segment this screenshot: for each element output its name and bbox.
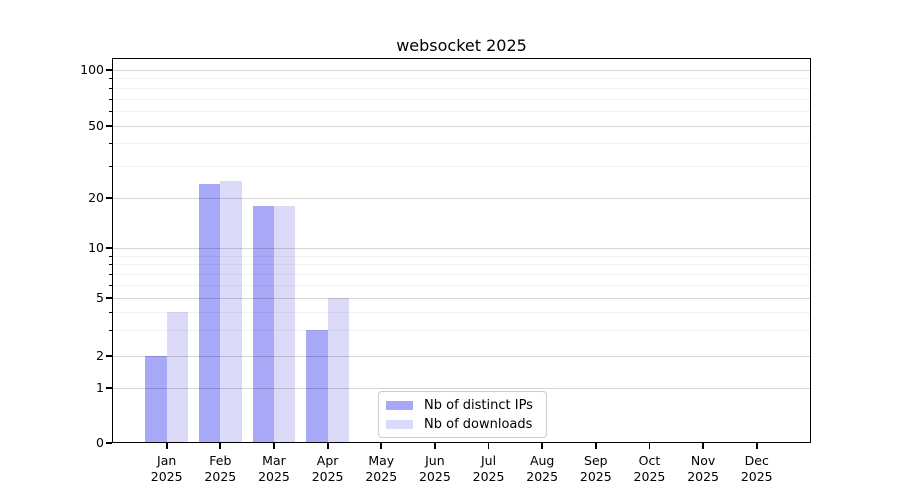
x-tick-label-year: 2025 — [740, 468, 773, 484]
x-tick-label-year: 2025 — [150, 468, 183, 484]
plot-area — [112, 58, 811, 443]
x-tick-label: Dec 2025 — [725, 453, 789, 484]
x-tick-label: Jul 2025 — [457, 453, 521, 484]
legend-label: Nb of distinct IPs — [424, 397, 533, 413]
legend-item: Nb of distinct IPs — [386, 398, 536, 413]
x-tick-label-month: Jul — [480, 453, 497, 468]
x-axis-tick — [380, 443, 383, 449]
chart-title: websocket 2025 — [396, 36, 527, 55]
x-tick-label: Nov 2025 — [671, 453, 735, 484]
x-tick-label-year: 2025 — [418, 468, 451, 484]
x-tick-label-year: 2025 — [687, 468, 719, 484]
x-tick-label-year: 2025 — [311, 468, 344, 484]
x-axis-tick — [273, 443, 275, 449]
x-tick-label-year: 2025 — [526, 468, 559, 484]
x-tick-label-month: May — [368, 453, 395, 468]
legend-swatch — [386, 400, 413, 410]
y-tick-label: 100 — [80, 62, 104, 77]
x-tick-label: May 2025 — [349, 453, 413, 484]
y-tick-label: 20 — [88, 190, 104, 206]
x-axis-tick — [434, 443, 436, 449]
y-tick-label: 2 — [96, 348, 104, 363]
x-axis-tick — [648, 443, 651, 449]
x-tick-label: Feb 2025 — [188, 453, 252, 484]
x-axis-tick — [165, 443, 168, 449]
legend-swatch — [386, 419, 413, 429]
legend-label: Nb of downloads — [424, 416, 533, 432]
y-tick-label: 1 — [96, 380, 104, 395]
x-tick-label-month: Sep — [584, 453, 608, 468]
x-tick-label-month: Aug — [529, 453, 555, 468]
x-axis-tick — [702, 443, 704, 449]
x-tick-label-year: 2025 — [633, 468, 666, 484]
x-tick-label: Jan 2025 — [135, 453, 199, 484]
x-tick-label-month: Nov — [690, 453, 716, 468]
x-tick-label-year: 2025 — [204, 468, 237, 484]
x-tick-label-month: Dec — [744, 453, 769, 468]
x-tick-label-month: Oct — [638, 453, 661, 468]
x-axis-tick — [755, 443, 758, 449]
x-tick-label-year: 2025 — [365, 468, 398, 484]
x-axis-tick — [594, 443, 597, 449]
x-tick-label: Sep 2025 — [564, 453, 628, 484]
y-tick-label: 50 — [88, 117, 104, 133]
y-tick-label: 10 — [88, 240, 104, 256]
x-tick-label: Aug 2025 — [510, 453, 574, 484]
x-axis-tick — [541, 443, 544, 449]
x-tick-label-month: Mar — [262, 453, 286, 468]
legend-item: Nb of downloads — [386, 417, 536, 432]
x-tick-label-year: 2025 — [258, 468, 290, 484]
x-tick-label-year: 2025 — [472, 468, 505, 484]
x-axis-tick — [219, 443, 222, 449]
x-tick-label-month: Jan — [157, 453, 177, 468]
x-tick-label: Jun 2025 — [403, 453, 467, 484]
x-axis-tick — [487, 443, 490, 449]
y-tick-label: 5 — [96, 290, 104, 306]
x-tick-label: Mar 2025 — [242, 453, 306, 484]
x-tick-label-month: Feb — [209, 453, 232, 468]
x-tick-label-month: Apr — [316, 453, 339, 468]
y-tick-label: 0 — [96, 435, 104, 450]
x-tick-label-month: Jun — [425, 453, 445, 468]
x-tick-label: Apr 2025 — [296, 453, 360, 484]
x-axis-tick — [326, 443, 329, 449]
x-tick-label-year: 2025 — [579, 468, 612, 484]
legend: Nb of distinct IPs Nb of downloads — [378, 391, 547, 438]
x-tick-label: Oct 2025 — [617, 453, 681, 484]
